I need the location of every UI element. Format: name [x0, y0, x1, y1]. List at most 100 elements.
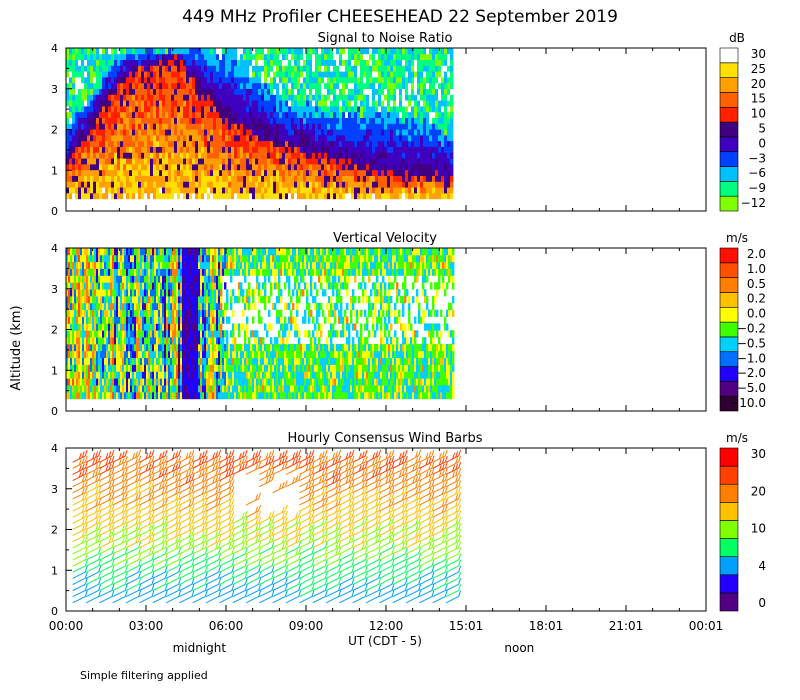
- snr-cell: [411, 181, 415, 188]
- snr-cell: [132, 181, 136, 188]
- vv-cell: [100, 289, 103, 297]
- snr-cell: [276, 123, 280, 130]
- snr-cell: [294, 175, 298, 182]
- snr-cell: [264, 158, 268, 165]
- snr-cell: [135, 187, 139, 194]
- snr-cell: [84, 48, 88, 55]
- snr-cell: [363, 187, 367, 194]
- snr-cell: [210, 76, 214, 84]
- vv-cell: [74, 248, 77, 256]
- snr-cell: [309, 181, 313, 188]
- vv-cell: [152, 343, 155, 352]
- snr-cell: [441, 163, 445, 171]
- snr-cell: [174, 100, 178, 107]
- snr-cell: [75, 123, 79, 130]
- snr-cell: [198, 181, 202, 188]
- snr-cell: [90, 140, 94, 147]
- snr-cell: [186, 123, 190, 130]
- snr-cell: [336, 175, 340, 182]
- snr-cell: [129, 129, 133, 136]
- vv-cell: [92, 261, 95, 269]
- snr-cell: [72, 94, 76, 101]
- snr-cell: [192, 48, 196, 55]
- snr-cell: [273, 53, 277, 60]
- snr-cell: [246, 134, 250, 142]
- vv-cell: [70, 357, 73, 365]
- vv-cell: [100, 391, 103, 400]
- vv-cell: [196, 309, 199, 317]
- snr-cell: [216, 94, 220, 101]
- vv-cell: [162, 330, 165, 338]
- snr-cell: [69, 158, 73, 165]
- snr-cell: [336, 123, 340, 130]
- snr-cell: [300, 123, 304, 130]
- snr-cell: [69, 117, 73, 124]
- snr-cell: [159, 181, 163, 188]
- snr-cell: [237, 181, 241, 188]
- snr-cell: [108, 158, 112, 165]
- snr-cell: [162, 105, 166, 113]
- vv-cell: [156, 357, 159, 365]
- vv-cell: [172, 248, 175, 256]
- snr-cell: [390, 187, 394, 194]
- vv-cell: [80, 357, 83, 365]
- snr-cell: [360, 48, 364, 55]
- snr-cell: [216, 65, 220, 72]
- vv-cell: [200, 343, 203, 352]
- snr-cell: [255, 192, 259, 200]
- snr-cell: [207, 169, 211, 176]
- snr-cell: [183, 88, 187, 95]
- vv-cell: [206, 378, 209, 386]
- snr-cell: [309, 140, 313, 147]
- snr-cell: [135, 123, 139, 130]
- snr-cell: [336, 129, 340, 136]
- vv-cell: [160, 282, 163, 290]
- snr-cell: [324, 94, 328, 101]
- vv-cell: [202, 350, 205, 359]
- vv-cell: [160, 248, 163, 256]
- vv-cell: [158, 350, 161, 359]
- vv-cell: [184, 323, 187, 331]
- snr-cell: [84, 105, 88, 113]
- snr-cell: [177, 152, 181, 159]
- snr-cell: [312, 146, 316, 153]
- snr-cell: [270, 117, 274, 124]
- snr-cell: [378, 146, 382, 153]
- snr-cell: [264, 169, 268, 176]
- vv-cell: [88, 364, 91, 372]
- vv-cell: [122, 330, 125, 338]
- vv-cell: [90, 248, 93, 256]
- snr-cell: [147, 181, 151, 188]
- vv-cell: [72, 302, 75, 311]
- snr-cell: [411, 48, 415, 55]
- snr-cell: [306, 169, 310, 176]
- vv-cell: [130, 350, 133, 359]
- snr-cell: [207, 129, 211, 136]
- snr-cell: [93, 187, 97, 194]
- snr-cell: [243, 175, 247, 182]
- vv-cell: [140, 337, 143, 345]
- vv-cell: [84, 275, 87, 283]
- vv-cell: [160, 254, 163, 263]
- snr-cell: [240, 82, 244, 89]
- vv-cell: [108, 254, 111, 263]
- vv-cell: [148, 391, 151, 400]
- snr-cell: [438, 158, 442, 165]
- snr-cell: [447, 163, 451, 171]
- snr-cell: [105, 129, 109, 136]
- snr-cell: [246, 59, 250, 66]
- snr-cell: [261, 140, 265, 147]
- snr-cell: [345, 158, 349, 165]
- vv-cell: [186, 268, 189, 276]
- snr-cell: [291, 134, 295, 142]
- vv-cell: [66, 289, 69, 297]
- snr-cell: [105, 59, 109, 66]
- snr-cell: [321, 88, 325, 95]
- snr-cell: [123, 48, 127, 55]
- snr-cell: [84, 117, 88, 124]
- vv-cell: [110, 385, 113, 393]
- snr-cell: [228, 163, 232, 171]
- snr-cell: [168, 111, 172, 118]
- vv-cell: [152, 323, 155, 331]
